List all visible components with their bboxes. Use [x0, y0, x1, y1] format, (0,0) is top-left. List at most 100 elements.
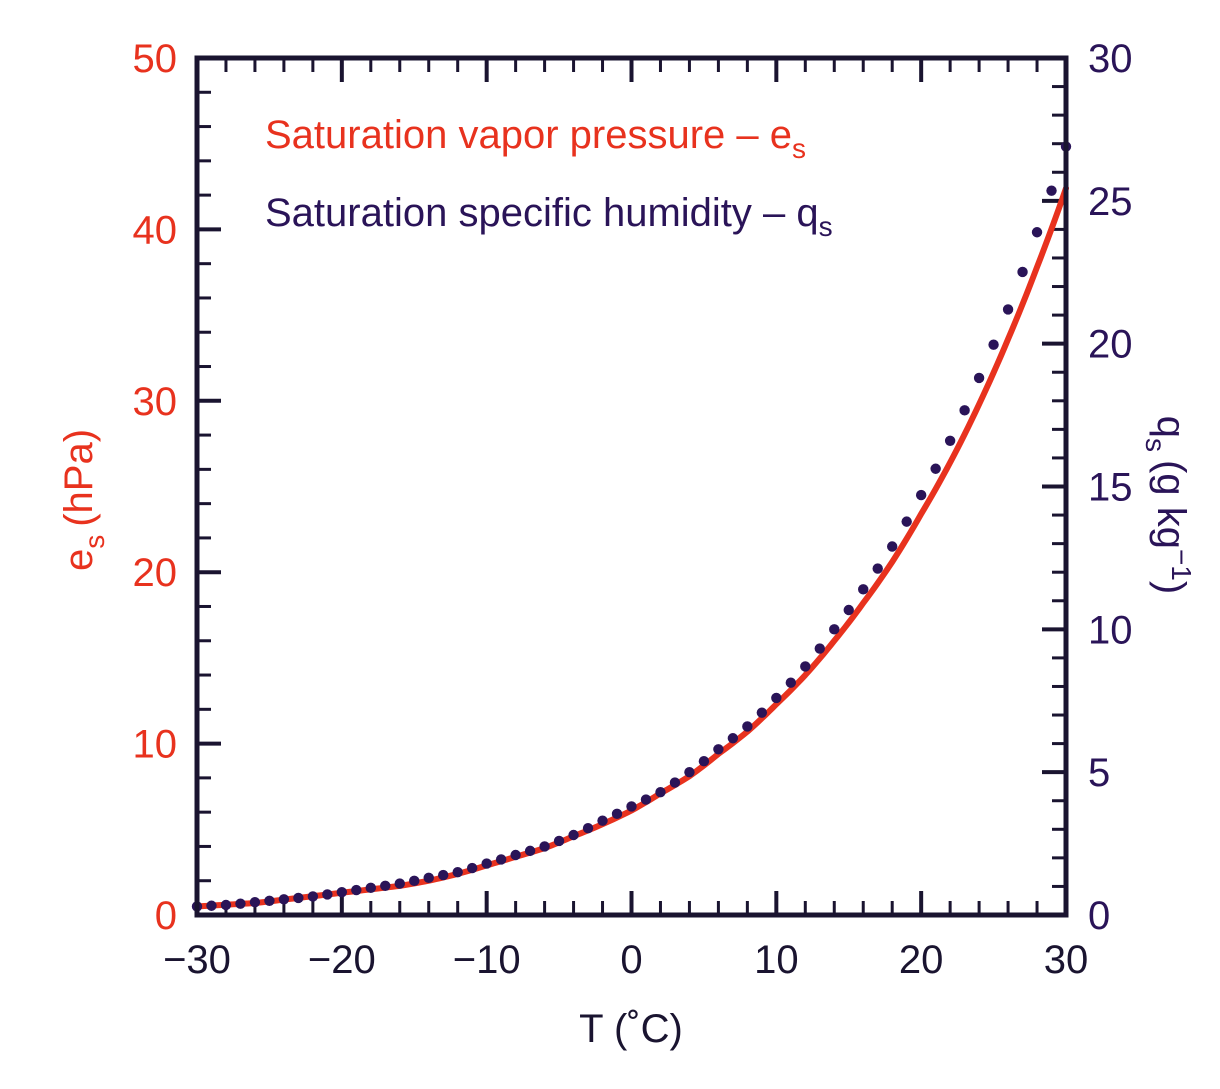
series-point-qs [756, 707, 768, 718]
right-tick-label: 10 [1088, 608, 1133, 652]
legend-entry-es-sub: s [792, 133, 806, 164]
right-axis-label-sup: −1 [1166, 549, 1197, 581]
series-point-qs [481, 858, 492, 869]
right-axis-label-unit: (g kg [1149, 460, 1193, 549]
left-tick-label: 20 [133, 551, 178, 595]
right-tick-label: 5 [1088, 751, 1110, 795]
series-point-qs [843, 604, 854, 616]
x-tick-label: −20 [308, 938, 376, 982]
series-point-qs [727, 733, 739, 744]
right-tick-label: 25 [1088, 180, 1133, 224]
legend-entry-qs: Saturation specific humidity – qs [265, 191, 833, 242]
legend-entry-es: Saturation vapor pressure – es [265, 113, 806, 164]
series-point-qs [539, 841, 550, 852]
series-point-qs [684, 766, 695, 778]
left-axis-label-unit: (hPa) [57, 429, 101, 527]
series-point-qs [669, 777, 681, 788]
series-point-qs [944, 435, 956, 446]
series-point-qs [872, 563, 883, 574]
series-point-qs [988, 339, 999, 350]
series-point-qs [438, 869, 449, 881]
right-axis-label-text: qs (g kg−1) [1140, 416, 1197, 594]
series-point-qs [466, 862, 478, 874]
series-point-qs [351, 884, 362, 896]
legend: Saturation vapor pressure – es Saturatio… [265, 113, 833, 242]
series-layer [191, 141, 1072, 912]
right-axis-label: qs (g kg−1) [1140, 416, 1197, 594]
series-point-qs [394, 878, 405, 889]
series-point-qs [553, 835, 565, 847]
series-point-qs [930, 463, 941, 474]
series-point-qs [264, 895, 275, 906]
right-tick-label: 0 [1088, 894, 1110, 938]
series-point-qs [1002, 304, 1014, 315]
left-axis-label: es (hPa) [57, 429, 110, 571]
series-point-qs [771, 692, 782, 704]
series-point-qs [206, 900, 217, 911]
x-tick-label: 20 [899, 938, 944, 982]
series-point-qs [713, 744, 724, 755]
right-tick-label: 20 [1088, 323, 1133, 367]
right-axis-label-close: ) [1149, 581, 1193, 594]
series-point-qs [510, 849, 521, 861]
series-point-qs [495, 854, 507, 865]
series-point-qs [365, 882, 376, 894]
series-point-qs [307, 891, 319, 902]
series-point-qs [423, 872, 434, 884]
series-point-qs [249, 896, 261, 908]
series-point-qs [611, 808, 623, 820]
left-axis-label-main: e [57, 549, 101, 571]
left-tick-label: 10 [133, 723, 178, 767]
right-axis-label-main: q [1149, 416, 1193, 438]
series-point-qs [1031, 227, 1043, 238]
x-tick-label: −30 [163, 938, 231, 982]
right-axis-tick-labels: 0 5 10 15 20 25 30 [1088, 37, 1133, 938]
series-point-qs [858, 584, 869, 595]
right-axis-label-sub: s [1140, 438, 1171, 452]
series-point-qs [640, 794, 652, 805]
left-tick-label: 0 [155, 894, 177, 938]
left-tick-label: 50 [133, 37, 178, 81]
left-tick-label: 40 [133, 208, 178, 252]
series-point-qs [814, 643, 825, 654]
series-point-qs [959, 405, 970, 416]
series-point-qs [1046, 185, 1057, 196]
plot-frame [194, 55, 1069, 918]
right-tick-label: 15 [1088, 466, 1133, 510]
series-point-qs [409, 875, 420, 887]
series-point-qs [582, 822, 594, 834]
left-axis-label-sub: s [79, 535, 110, 549]
series-point-qs [452, 866, 463, 878]
series-point-qs [973, 372, 985, 384]
series-point-qs [322, 889, 333, 900]
right-tick-label: 30 [1088, 37, 1133, 81]
legend-entry-qs-sub: s [819, 211, 833, 242]
series-point-qs [235, 898, 246, 909]
x-tick-label: 0 [620, 938, 642, 982]
series-point-qs [568, 829, 579, 841]
series-point-qs [655, 786, 666, 798]
series-point-qs [220, 899, 232, 911]
series-point-qs [278, 894, 290, 905]
legend-entry-es-text: Saturation vapor pressure – e [265, 113, 792, 157]
series-point-qs [626, 801, 637, 812]
series-point-qs [380, 880, 391, 891]
series-point-qs [829, 624, 840, 635]
series-point-qs [293, 892, 304, 904]
series-point-qs [901, 516, 912, 527]
x-tick-label: 10 [754, 938, 799, 982]
series-point-qs [524, 845, 536, 857]
series-point-qs [597, 815, 608, 826]
x-tick-label: 30 [1044, 938, 1089, 982]
series-point-qs [742, 721, 753, 732]
series-points-qs [191, 141, 1072, 912]
x-tick-label: −10 [453, 938, 521, 982]
series-point-qs [915, 489, 927, 501]
left-axis-tick-labels: 0 10 20 30 40 50 [133, 37, 178, 938]
series-point-qs [800, 661, 811, 672]
series-point-qs [698, 755, 710, 767]
series-point-qs [1017, 266, 1028, 278]
x-axis-label: T (˚C) [579, 1007, 683, 1051]
